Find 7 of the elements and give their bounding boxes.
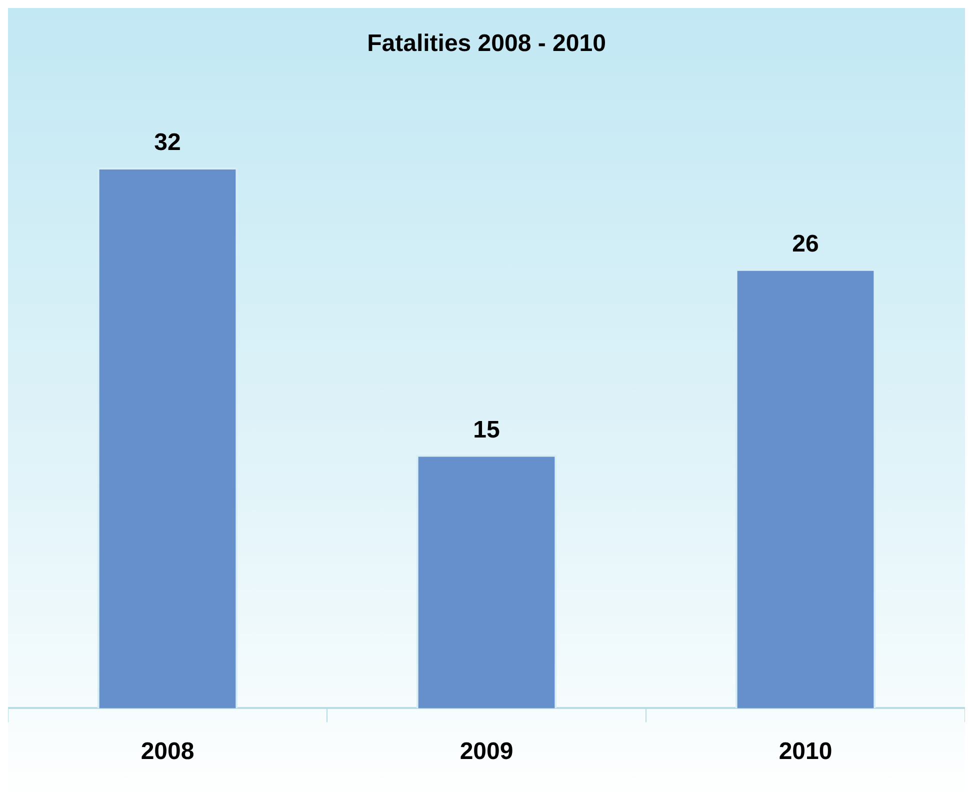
data-label: 26 bbox=[792, 230, 819, 258]
chart-title: Fatalities 2008 - 2010 bbox=[367, 30, 606, 58]
x-tick-label: 2008 bbox=[140, 738, 194, 766]
data-label: 32 bbox=[154, 129, 181, 156]
data-label: 15 bbox=[473, 416, 500, 444]
x-tick-label: 2010 bbox=[778, 738, 832, 766]
x-tick-label: 2009 bbox=[460, 738, 514, 766]
